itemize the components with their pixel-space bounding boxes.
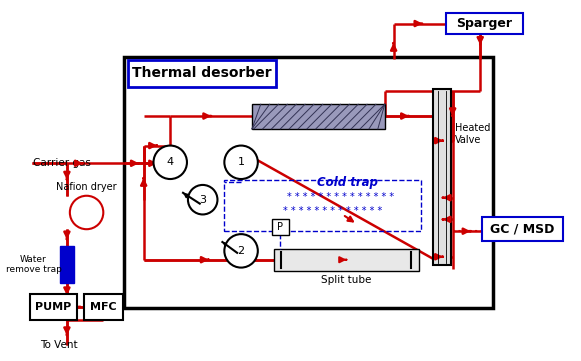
Text: * * * * * * * * * * * * * *: * * * * * * * * * * * * * * [287, 192, 394, 202]
Text: To Vent: To Vent [40, 340, 78, 350]
Bar [84, 294, 123, 320]
Bar [124, 57, 493, 308]
Circle shape [70, 196, 103, 229]
Bar [274, 249, 419, 270]
Bar [433, 90, 451, 265]
Text: Sparger: Sparger [456, 17, 512, 30]
Bar [224, 180, 421, 231]
Text: 2: 2 [238, 246, 245, 256]
Text: 1: 1 [238, 157, 245, 167]
Bar [252, 104, 385, 129]
Circle shape [224, 234, 258, 268]
Text: MFC: MFC [90, 302, 117, 312]
Circle shape [224, 145, 258, 179]
Text: Thermal desorber: Thermal desorber [132, 66, 271, 80]
Text: Split tube: Split tube [321, 275, 372, 286]
Bar [128, 60, 275, 87]
Text: P: P [278, 222, 284, 232]
Text: 4: 4 [167, 157, 174, 167]
Text: GC / MSD: GC / MSD [490, 223, 555, 236]
Text: PUMP: PUMP [35, 302, 71, 312]
Text: Cold trap: Cold trap [317, 177, 378, 190]
Bar [30, 294, 77, 320]
Bar [482, 217, 563, 241]
Text: * * * * * * * * * * * * *: * * * * * * * * * * * * * [283, 206, 382, 217]
Bar [60, 246, 74, 283]
Circle shape [153, 145, 187, 179]
Text: 3: 3 [199, 195, 206, 205]
Text: Carrier gas: Carrier gas [33, 158, 91, 168]
Text: Nafion dryer: Nafion dryer [56, 182, 117, 192]
Bar [446, 13, 522, 34]
Text: Heated
Valve: Heated Valve [454, 123, 490, 144]
Text: Water
remove trap: Water remove trap [5, 255, 62, 274]
Bar [271, 219, 289, 235]
Circle shape [188, 185, 217, 214]
